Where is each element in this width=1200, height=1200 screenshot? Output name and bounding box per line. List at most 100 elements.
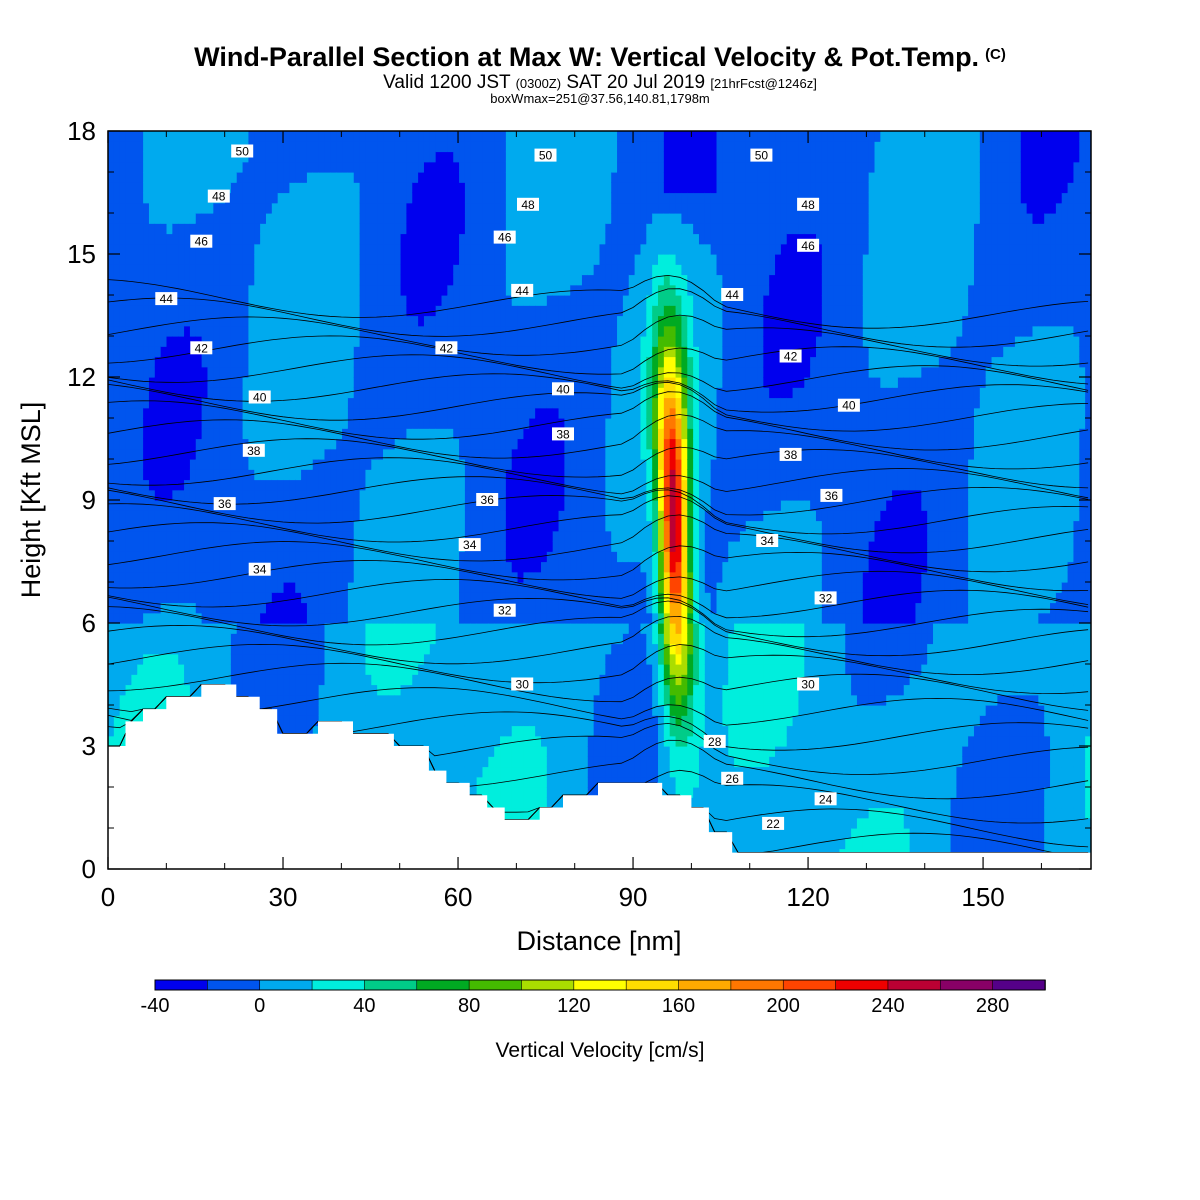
field-cell xyxy=(154,172,162,183)
field-cell xyxy=(213,674,220,686)
field-cell xyxy=(236,541,244,552)
field-cell xyxy=(236,377,244,388)
field-cell xyxy=(207,438,214,450)
field-cell xyxy=(289,664,296,675)
field-cell xyxy=(189,192,197,204)
field-cell xyxy=(236,520,244,532)
field-cell xyxy=(476,459,484,470)
field-cell xyxy=(342,418,349,429)
field-cell xyxy=(447,202,454,214)
field-cell xyxy=(482,602,489,614)
field-cell xyxy=(476,141,484,153)
field-cell xyxy=(207,602,214,614)
field-cell xyxy=(488,141,495,153)
field-cell xyxy=(143,182,150,194)
field-cell xyxy=(482,346,489,358)
field-cell xyxy=(306,284,314,296)
field-cell xyxy=(254,541,261,552)
field-cell xyxy=(201,356,209,368)
field-cell xyxy=(418,264,425,276)
field-cell xyxy=(178,356,185,368)
field-cell xyxy=(260,151,267,163)
field-cell xyxy=(494,213,501,224)
field-cell xyxy=(464,295,472,306)
field-cell xyxy=(353,161,361,173)
field-cell xyxy=(125,264,132,276)
field-cell xyxy=(289,131,296,142)
field-cell xyxy=(488,438,495,450)
field-cell xyxy=(160,602,168,614)
field-cell xyxy=(470,633,478,645)
field-cell xyxy=(289,684,296,696)
field-cell xyxy=(359,633,367,645)
field-cell xyxy=(312,469,320,481)
field-cell xyxy=(172,418,179,429)
field-cell xyxy=(476,223,484,235)
field-cell xyxy=(447,233,454,245)
field-cell xyxy=(283,274,290,286)
field-cell xyxy=(184,295,191,306)
field-cell xyxy=(435,243,443,255)
field-cell xyxy=(435,520,443,532)
field-cell xyxy=(423,325,431,337)
field-cell xyxy=(441,315,448,327)
field-cell xyxy=(505,530,513,542)
field-cell xyxy=(213,295,220,306)
field-cell xyxy=(119,336,127,347)
field-cell xyxy=(412,633,419,645)
field-cell xyxy=(277,254,285,265)
field-cell xyxy=(330,284,337,296)
field-cell xyxy=(347,274,355,286)
field-cell xyxy=(207,131,214,142)
field-cell xyxy=(265,192,273,204)
field-cell xyxy=(172,213,179,224)
field-cell xyxy=(383,633,390,645)
field-cell xyxy=(137,561,144,573)
field-cell xyxy=(119,243,127,255)
field-cell xyxy=(195,243,203,255)
field-cell xyxy=(318,366,326,378)
field-cell xyxy=(505,336,513,347)
field-cell xyxy=(330,520,337,532)
field-cell xyxy=(301,633,308,645)
field-cell xyxy=(459,469,466,481)
field-cell xyxy=(318,284,326,296)
field-cell xyxy=(388,418,396,429)
field-cell xyxy=(265,582,273,593)
field-cell xyxy=(488,192,495,204)
field-cell xyxy=(306,305,314,317)
field-cell xyxy=(201,459,209,470)
field-cell xyxy=(119,407,127,419)
field-cell xyxy=(453,182,460,194)
field-cell xyxy=(254,612,261,624)
field-cell xyxy=(447,653,454,665)
field-cell xyxy=(254,479,261,491)
field-cell xyxy=(429,756,437,768)
field-cell xyxy=(447,776,454,788)
field-cell xyxy=(306,623,314,634)
field-cell xyxy=(230,489,238,501)
field-cell xyxy=(476,664,484,675)
field-cell xyxy=(219,653,226,665)
field-cell xyxy=(271,510,279,522)
field-cell xyxy=(137,295,144,306)
field-cell xyxy=(400,561,408,573)
field-cell xyxy=(166,612,173,624)
field-cell xyxy=(166,459,173,470)
field-cell xyxy=(160,407,168,419)
field-cell xyxy=(160,284,168,296)
field-cell xyxy=(400,479,408,491)
field-cell xyxy=(365,602,372,614)
field-cell xyxy=(505,664,513,675)
field-cell xyxy=(254,151,261,163)
field-cell xyxy=(359,172,367,183)
field-cell xyxy=(324,592,331,604)
field-cell xyxy=(125,541,132,552)
field-cell xyxy=(377,366,384,378)
field-cell xyxy=(236,336,244,347)
field-cell xyxy=(289,623,296,634)
field-cell xyxy=(505,653,513,665)
field-cell xyxy=(166,243,173,255)
field-cell xyxy=(383,602,390,614)
field-cell xyxy=(260,295,267,306)
